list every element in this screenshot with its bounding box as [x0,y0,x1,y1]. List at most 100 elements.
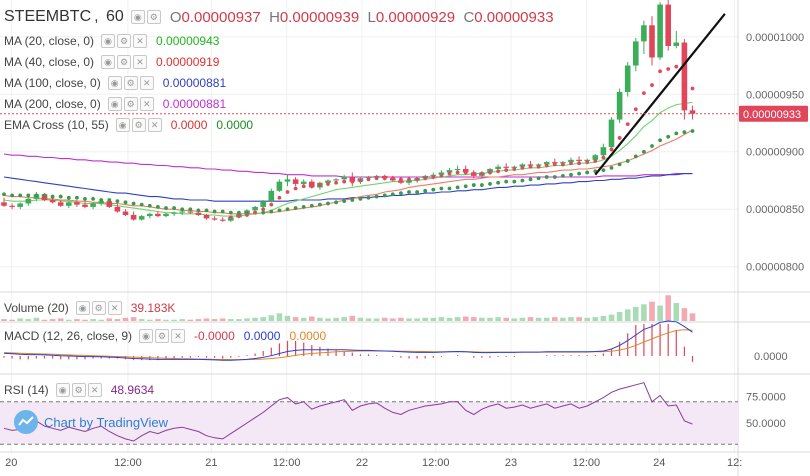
ema-slow-dot [188,207,193,212]
low-value: 0.00000929 [375,8,456,26]
ema-fast-dot [237,214,241,219]
eye-icon[interactable]: ◉ [101,55,116,69]
volume-bar [576,317,582,321]
volume-bar [284,315,291,321]
close-icon[interactable]: ✕ [147,118,162,132]
gear-icon[interactable]: ⚙ [131,118,146,132]
ema-slow-dot [18,193,23,198]
ema-fast-dot [520,165,525,170]
ema-fast-dot [382,176,387,181]
ema-slow-dot [399,191,403,196]
volume-bar [381,317,388,321]
price-tick-label: 0.00001000 [746,32,804,44]
ema-fast-dot [512,167,517,171]
ema-slow-dot [366,195,371,200]
volume-bar [147,319,153,321]
gear-icon[interactable]: ⚙ [71,383,86,397]
ema-fast-dot [463,170,468,175]
gear-icon[interactable]: ⚙ [146,10,161,24]
volume-bar [25,319,32,321]
candle-body [616,91,623,120]
ema-slow-dot [561,173,565,178]
gear-icon[interactable]: ⚙ [123,76,138,90]
ema-fast-dot [301,184,306,189]
gear-icon[interactable]: ⚙ [155,329,170,343]
volume-bar [649,301,655,321]
price-tick-label: 0.00000900 [746,147,804,159]
ema-fast-dot [455,170,460,175]
volume-bar [373,318,380,321]
ema-slow-dot [123,200,128,205]
volume-bar [357,317,364,321]
close-icon[interactable]: ✕ [133,34,148,48]
close-icon[interactable]: ✕ [139,97,154,111]
candle-body [114,206,121,212]
close-icon[interactable]: ✕ [139,76,154,90]
volume-bar [325,318,331,321]
volume-bar [244,318,250,321]
ema-fast-dot [334,180,338,185]
header-buttons: ◉ ⚙ [130,10,161,24]
candle-body [406,180,412,183]
time-tick-label: 21 [205,457,217,469]
volume-bar [430,317,437,321]
candle-body [300,181,307,184]
interval-label[interactable]: 60 [106,8,124,25]
volume-bar [681,308,688,321]
eye-icon[interactable]: ◉ [107,97,122,111]
rsi-legend: RSI (14) ◉ ⚙ ✕ 48.9634 [4,383,154,397]
gear-icon[interactable]: ⚙ [91,301,106,315]
candle-body [163,213,169,217]
ema-fast-dot [431,175,436,179]
volume-bar [479,317,485,321]
gear-icon[interactable]: ⚙ [117,34,132,48]
eye-icon[interactable]: ◉ [130,10,145,24]
ema-slow-dot [617,162,622,167]
last-price-tag: 0.00000933 [743,109,801,121]
close-icon[interactable]: ✕ [107,301,122,315]
symbol-name[interactable]: STEEMBTC [4,8,92,25]
ema-fast-dot [480,171,484,176]
candle-body [608,119,615,148]
ema-slow-dot [326,201,330,206]
ema-fast-dot [609,147,614,152]
volume-bar [317,317,323,321]
eye-icon[interactable]: ◉ [115,118,130,132]
candle-body [9,205,15,207]
ema-slow-dot [544,175,549,179]
ema-fast-dot [593,159,598,163]
close-icon[interactable]: ✕ [133,55,148,69]
ema-slow-dot [496,180,500,185]
macd-line-value: 0.0000 [243,329,281,343]
time-axis[interactable]: 20 12:00 21 12:00 22 12:00 23 12:00 24 12: [5,457,742,469]
eye-icon[interactable]: ◉ [55,383,70,397]
eye-icon[interactable]: ◉ [139,329,154,343]
gear-icon[interactable]: ⚙ [123,97,138,111]
ema-fast-dot [399,177,403,182]
ma20-value: 0.00000943 [156,34,220,48]
price-axis[interactable]: 0.00001000 0.00000950 0.00000900 0.00000850… [739,32,808,274]
close-icon[interactable]: ✕ [87,383,102,397]
ma40-label: MA (40, close, 0) [4,55,95,69]
candle-body [398,180,404,183]
tradingview-branding[interactable]: Chart by TradingView [14,410,168,434]
eye-icon[interactable]: ◉ [101,34,116,48]
ema-slow-dot [690,129,695,133]
trend-line[interactable] [594,13,726,176]
ema-slow-dot [463,184,468,189]
candle-body [276,181,283,191]
ema-fast-dot [682,78,687,83]
candle-body [657,4,663,58]
candle-body [155,213,161,217]
ema-slow-dot [682,130,687,135]
ema-slow-dot [156,205,160,209]
eye-icon[interactable]: ◉ [75,301,90,315]
ema-fast-dot [585,160,590,164]
ema-slow-dot [471,183,476,187]
macd-pane: 0.0000 [3,320,788,363]
trend-line-drawing[interactable] [594,13,726,176]
gear-icon[interactable]: ⚙ [117,55,132,69]
close-icon[interactable]: ✕ [171,329,186,343]
eye-icon[interactable]: ◉ [107,76,122,90]
